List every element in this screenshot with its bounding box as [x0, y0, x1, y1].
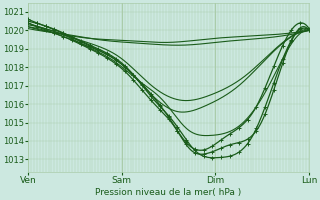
X-axis label: Pression niveau de la mer( hPa ): Pression niveau de la mer( hPa ) [95, 188, 242, 197]
